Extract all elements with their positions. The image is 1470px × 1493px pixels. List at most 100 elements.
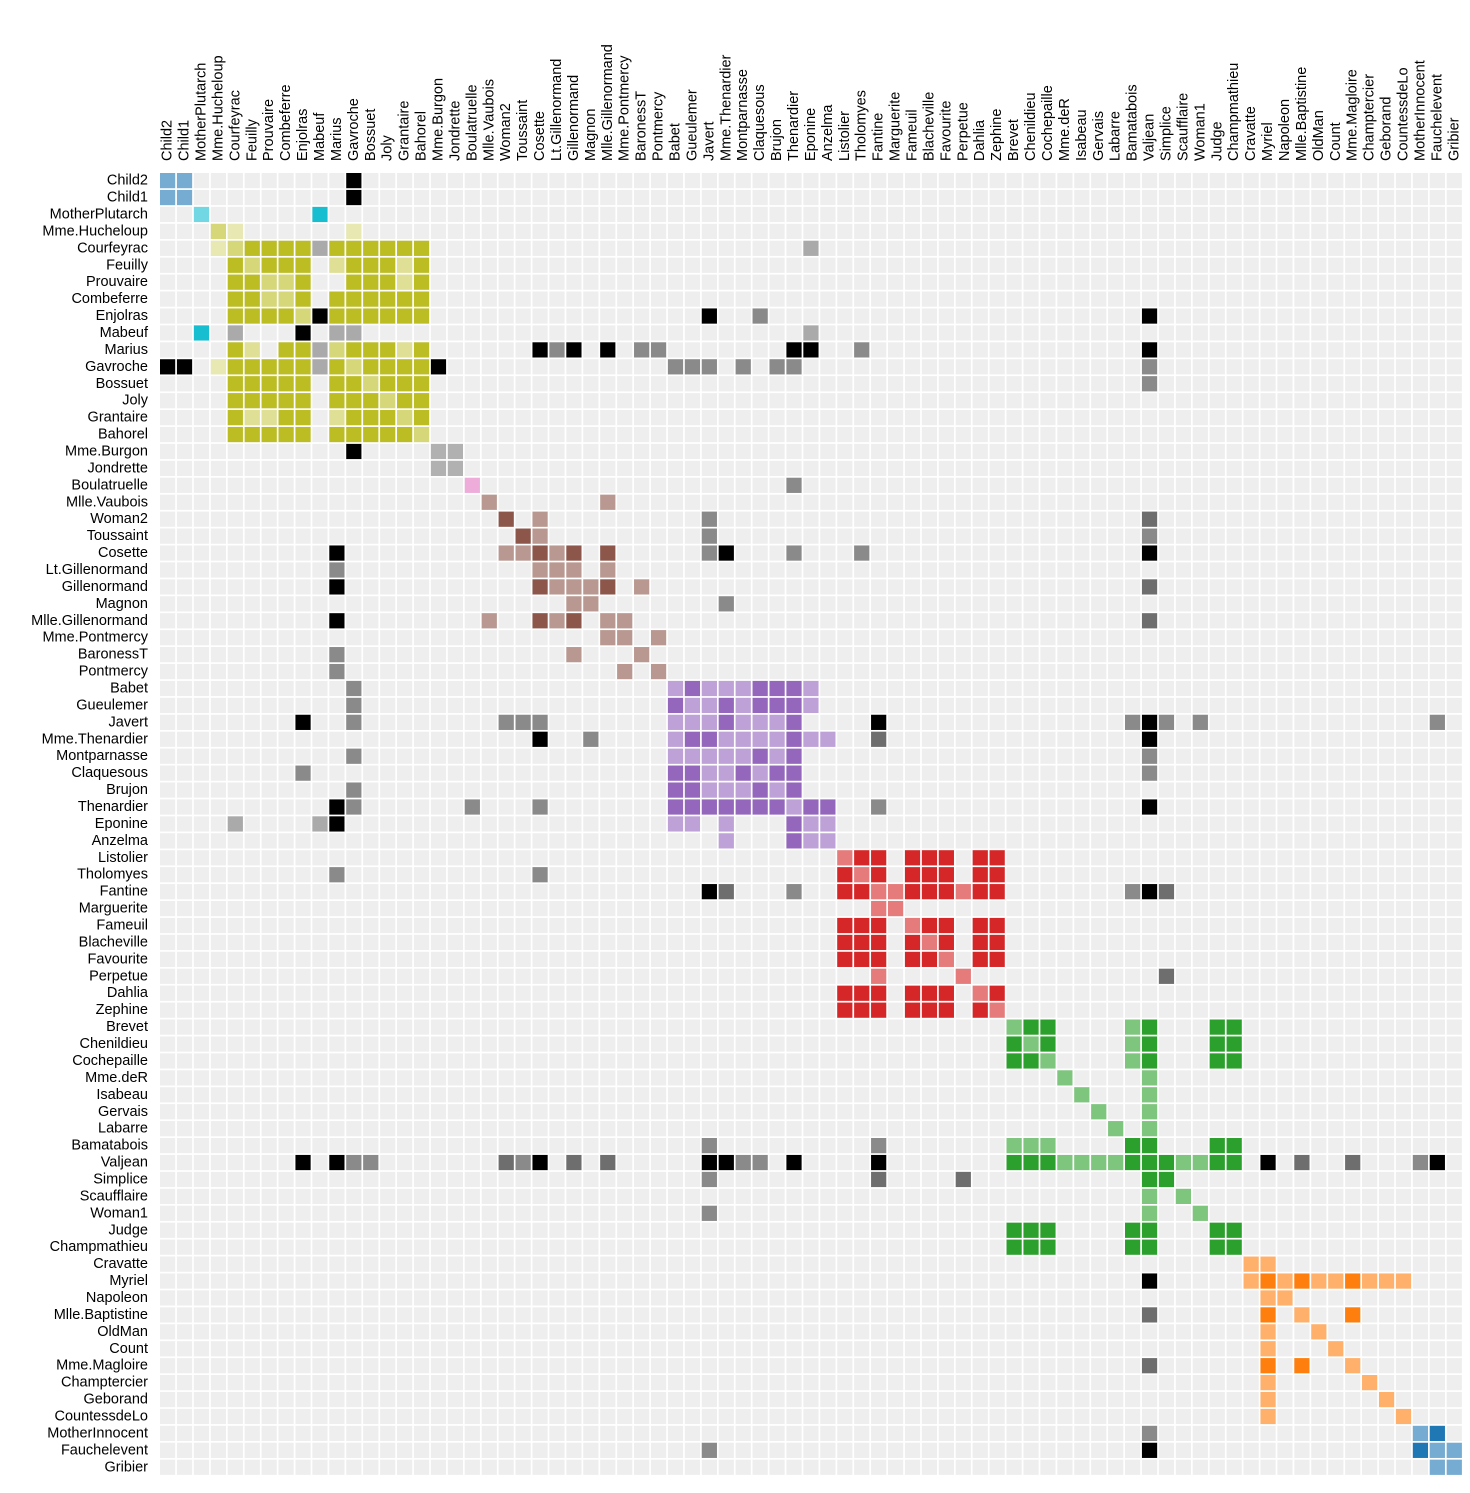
- matrix-empty-cell: [887, 359, 904, 375]
- matrix-empty-cell: [1378, 545, 1395, 561]
- matrix-empty-cell: [854, 680, 870, 697]
- matrix-empty-cell: [600, 325, 616, 341]
- matrix-empty-cell: [1074, 596, 1090, 612]
- matrix-empty-cell: [820, 376, 836, 392]
- matrix-empty-cell: [887, 325, 904, 341]
- matrix-empty-cell: [1209, 562, 1225, 578]
- matrix-empty-cell: [160, 511, 176, 527]
- matrix-empty-cell: [1125, 308, 1141, 324]
- matrix-empty-cell: [617, 1154, 633, 1171]
- matrix-empty-cell: [1446, 867, 1462, 883]
- matrix-empty-cell: [1412, 1121, 1429, 1137]
- matrix-empty-cell: [210, 393, 226, 409]
- matrix-empty-cell: [1192, 951, 1208, 967]
- matrix-empty-cell: [1125, 443, 1141, 460]
- matrix-empty-cell: [413, 545, 430, 561]
- matrix-empty-cell: [481, 731, 497, 747]
- matrix-empty-cell: [1328, 1019, 1344, 1035]
- matrix-empty-cell: [397, 1171, 413, 1188]
- matrix-empty-cell: [1345, 1239, 1361, 1255]
- matrix-empty-cell: [278, 528, 294, 544]
- matrix-empty-cell: [515, 985, 531, 1001]
- matrix-empty-cell: [871, 511, 887, 527]
- matrix-empty-cell: [650, 410, 667, 426]
- matrix-empty-cell: [684, 308, 701, 324]
- matrix-empty-cell: [244, 884, 260, 900]
- matrix-empty-cell: [413, 697, 430, 714]
- matrix-empty-cell: [1395, 647, 1412, 663]
- matrix-empty-cell: [532, 1070, 548, 1086]
- matrix-empty-cell: [1091, 1019, 1107, 1035]
- matrix-empty-cell: [1243, 1104, 1259, 1120]
- matrix-empty-cell: [532, 1019, 548, 1035]
- matrix-empty-cell: [413, 968, 430, 984]
- matrix-empty-cell: [718, 291, 734, 307]
- matrix-empty-cell: [1446, 697, 1462, 714]
- matrix-empty-cell: [1091, 189, 1107, 206]
- matrix-empty-cell: [413, 799, 430, 815]
- matrix-empty-cell: [1192, 528, 1208, 544]
- matrix-empty-cell: [1412, 1002, 1429, 1018]
- matrix-empty-cell: [803, 850, 819, 866]
- matrix-empty-cell: [1057, 257, 1073, 273]
- matrix-empty-cell: [1006, 765, 1022, 781]
- matrix-empty-cell: [566, 308, 582, 324]
- matrix-empty-cell: [397, 1087, 413, 1103]
- matrix-empty-cell: [1260, 1070, 1276, 1086]
- matrix-empty-cell: [634, 867, 650, 883]
- matrix-empty-cell: [1108, 342, 1124, 358]
- matrix-empty-cell: [955, 528, 971, 544]
- matrix-empty-cell: [464, 189, 480, 206]
- matrix-empty-cell: [820, 748, 836, 764]
- matrix-empty-cell: [1395, 1239, 1412, 1255]
- matrix-empty-cell: [413, 206, 430, 223]
- matrix-empty-cell: [583, 900, 599, 917]
- matrix-empty-cell: [921, 731, 938, 747]
- matrix-empty-cell: [227, 1188, 243, 1204]
- matrix-empty-cell: [1091, 1053, 1107, 1069]
- matrix-empty-cell: [566, 1002, 582, 1018]
- matrix-empty-cell: [498, 697, 514, 714]
- matrix-empty-cell: [566, 663, 582, 680]
- matrix-empty-cell: [786, 1222, 802, 1238]
- matrix-empty-cell: [295, 917, 311, 934]
- matrix-empty-cell: [1294, 731, 1310, 747]
- matrix-empty-cell: [1057, 477, 1073, 493]
- matrix-empty-cell: [1446, 1239, 1462, 1255]
- matrix-empty-cell: [397, 917, 413, 934]
- matrix-empty-cell: [718, 359, 734, 375]
- matrix-empty-cell: [244, 1104, 260, 1120]
- matrix-empty-cell: [278, 189, 294, 206]
- matrix-empty-cell: [1446, 833, 1462, 849]
- matrix-empty-cell: [684, 596, 701, 612]
- matrix-empty-cell: [1141, 1256, 1158, 1272]
- matrix-empty-cell: [820, 985, 836, 1001]
- matrix-empty-cell: [1260, 630, 1276, 646]
- matrix-empty-cell: [1294, 1239, 1310, 1255]
- matrix-empty-cell: [210, 596, 226, 612]
- matrix-empty-cell: [1345, 257, 1361, 273]
- matrix-empty-cell: [1362, 1222, 1378, 1238]
- matrix-empty-cell: [1345, 1002, 1361, 1018]
- matrix-empty-cell: [938, 1239, 954, 1255]
- matrix-empty-cell: [380, 189, 396, 206]
- matrix-empty-cell: [1429, 443, 1445, 460]
- matrix-empty-cell: [938, 545, 954, 561]
- matrix-empty-cell: [667, 325, 684, 341]
- matrix-empty-cell: [1040, 460, 1056, 477]
- matrix-empty-cell: [498, 985, 514, 1001]
- matrix-empty-cell: [261, 1138, 277, 1154]
- matrix-empty-cell: [972, 325, 988, 341]
- matrix-empty-cell: [176, 917, 193, 934]
- matrix-empty-cell: [1175, 1171, 1191, 1188]
- matrix-empty-cell: [1226, 833, 1242, 849]
- matrix-empty-cell: [904, 816, 921, 832]
- matrix-empty-cell: [667, 342, 684, 358]
- matrix-empty-cell: [1057, 1205, 1073, 1221]
- matrix-empty-cell: [921, 562, 938, 578]
- matrix-empty-cell: [752, 833, 768, 849]
- matrix-empty-cell: [1108, 697, 1124, 714]
- matrix-empty-cell: [667, 206, 684, 223]
- matrix-empty-cell: [160, 799, 176, 815]
- matrix-empty-cell: [617, 579, 633, 595]
